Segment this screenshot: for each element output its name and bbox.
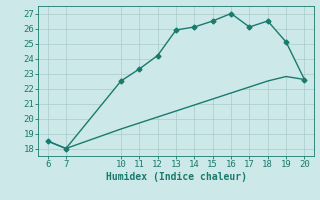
Polygon shape bbox=[48, 14, 304, 148]
X-axis label: Humidex (Indice chaleur): Humidex (Indice chaleur) bbox=[106, 172, 246, 182]
